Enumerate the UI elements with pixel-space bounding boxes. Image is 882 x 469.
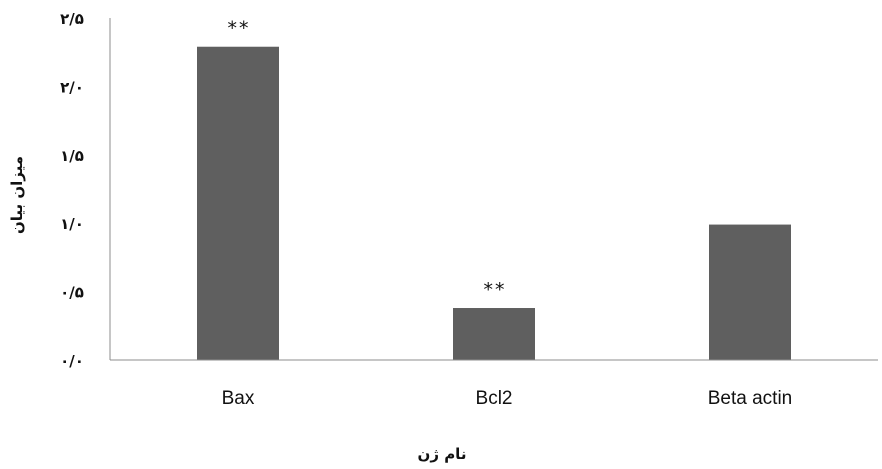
y-tick-label: ۲/۵ <box>60 10 84 28</box>
bar-annotations: ** ** <box>227 18 506 301</box>
x-tick-label: Bcl2 <box>476 388 513 409</box>
bars <box>197 46 791 361</box>
y-tick-label: ۱/۰ <box>60 215 84 233</box>
y-tick-label: ۰/۰ <box>60 352 84 370</box>
y-tick-label: ۰/۵ <box>60 284 84 302</box>
y-axis-ticks: ۰/۰ ۰/۵ ۱/۰ ۱/۵ ۲/۰ ۲/۵ <box>60 10 84 370</box>
bar-bax <box>197 46 279 361</box>
bar-bcl2 <box>453 308 535 360</box>
bar-beta-actin <box>709 224 791 360</box>
y-tick-label: ۲/۰ <box>60 78 84 96</box>
y-tick-label: ۱/۵ <box>60 147 84 165</box>
x-axis-category-labels: Bax Bcl2 Beta actin <box>222 388 793 409</box>
x-tick-label: Bax <box>222 388 255 409</box>
significance-label: ** <box>227 18 250 40</box>
y-axis-title: میزان بیان <box>8 156 26 234</box>
x-axis-title: نام ژن <box>418 445 467 463</box>
x-tick-label: Beta actin <box>708 388 793 409</box>
significance-label: ** <box>483 279 506 301</box>
